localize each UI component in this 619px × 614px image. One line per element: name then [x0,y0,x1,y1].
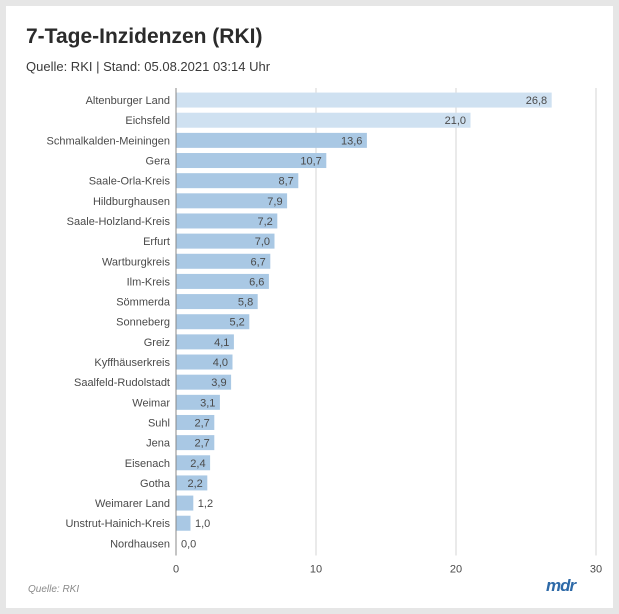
value-label: 26,8 [526,95,547,107]
value-label: 7,9 [267,196,282,208]
category-label: Suhl [148,417,170,429]
bar-chart: 0 10 20 30 Altenburger Land 26,8 Eichsfeld 21,0… [46,88,602,575]
bar [176,213,278,229]
value-label: 6,6 [249,276,264,288]
category-label: Sonneberg [116,317,170,329]
value-label: 7,0 [255,236,270,248]
value-label: 4,1 [214,337,229,349]
category-label: Saalfeld-Rudolstadt [74,377,170,389]
value-label: 2,7 [195,438,210,450]
category-label: Eisenach [125,458,170,470]
value-label: 7,2 [258,216,273,228]
category-label: Ilm-Kreis [127,276,171,288]
value-label: 8,7 [279,176,294,188]
bar [176,475,208,491]
bar [176,394,220,410]
category-label: Eichsfeld [125,115,170,127]
mdr-logo: mdr [546,576,576,595]
value-label: 0,0 [181,538,196,550]
category-label: Nordhausen [110,538,170,550]
value-label: 5,2 [230,317,245,329]
category-label: Unstrut-Hainich-Kreis [65,518,170,530]
category-label: Altenburger Land [86,95,170,107]
value-label: 2,4 [190,458,205,470]
bar [176,334,234,350]
bar [176,495,194,511]
category-label: Kyffhäuserkreis [94,357,170,369]
category-label: Greiz [144,337,170,349]
category-label: Weimarer Land [95,498,170,510]
bar [176,112,471,128]
x-tick-label: 30 [590,563,602,575]
bar [176,354,233,370]
bar [176,455,211,471]
x-tick-label: 0 [173,563,179,575]
value-label: 6,7 [251,256,266,268]
value-label: 1,0 [195,518,210,530]
bar [176,314,250,330]
footer-source: Quelle: RKI [28,584,80,595]
chart-subtitle: Quelle: RKI | Stand: 05.08.2021 03:14 Uh… [26,59,271,74]
value-label: 3,9 [211,377,226,389]
value-label: 2,7 [195,417,210,429]
category-label: Weimar [132,397,170,409]
bar [176,173,299,189]
bar [176,132,367,148]
bar [176,193,288,209]
value-label: 2,2 [188,478,203,490]
bar [176,515,191,531]
category-label: Gera [146,156,171,168]
category-label: Hildburghausen [93,196,170,208]
value-label: 21,0 [445,115,466,127]
bar [176,253,271,269]
x-tick-label: 20 [450,563,462,575]
category-label: Jena [146,438,171,450]
bar [176,435,215,451]
value-label: 1,2 [198,498,213,510]
category-label: Wartburgkreis [102,256,171,268]
bar [176,153,327,169]
value-label: 4,0 [213,357,228,369]
chart-title: 7-Tage-Inzidenzen (RKI) [26,25,263,48]
bar [176,233,275,249]
category-label: Schmalkalden-Meiningen [46,135,170,147]
bar [176,294,258,310]
bar [176,92,552,108]
bar [176,374,232,390]
category-label: Gotha [140,478,171,490]
value-label: 13,6 [341,135,362,147]
bar [176,273,269,289]
value-label: 5,8 [238,297,253,309]
chart-card: 7-Tage-Inzidenzen (RKI) Quelle: RKI | St… [6,6,613,608]
value-label: 10,7 [300,156,321,168]
category-label: Sömmerda [116,297,171,309]
value-label: 3,1 [200,397,215,409]
category-label: Saale-Orla-Kreis [89,176,171,188]
x-tick-label: 10 [310,563,322,575]
category-label: Saale-Holzland-Kreis [67,216,171,228]
category-label: Erfurt [143,236,170,248]
bar [176,414,215,430]
